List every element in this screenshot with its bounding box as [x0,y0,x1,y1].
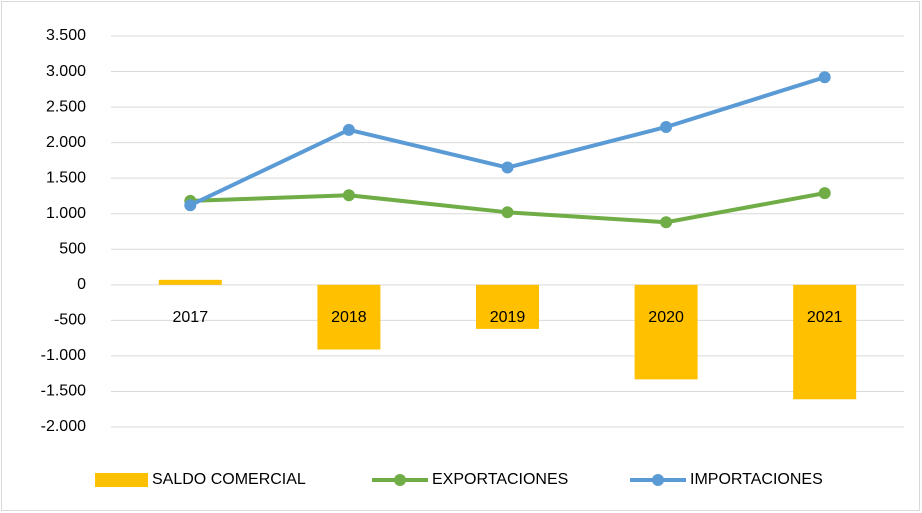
y-tick-label: -1.500 [41,383,86,400]
legend-marker [652,474,664,486]
x-tick-label: 2017 [173,309,209,326]
y-tick-label: 500 [59,240,86,257]
y-tick-label: 3.500 [46,27,86,44]
legend-marker [394,474,406,486]
line-marker [501,161,514,174]
bar [793,284,857,400]
line-marker [660,120,673,133]
y-tick-label: 1.500 [46,169,86,186]
line-marker [342,189,355,202]
line-marker [342,123,355,136]
x-tick-label: 2020 [648,309,684,326]
line-marker [818,71,831,84]
x-tick-label: 2018 [331,309,367,326]
y-tick-label: 2.500 [46,98,86,115]
y-tick-label: -500 [54,312,86,329]
line-marker [818,187,831,200]
y-tick-label: -1.000 [41,347,86,364]
bar [634,284,698,380]
legend-label: IMPORTACIONES [690,471,823,488]
bar [476,284,539,329]
y-tick-label: 3.000 [46,63,86,80]
y-tick-label: 0 [77,276,86,293]
legend-swatch [95,473,148,487]
x-tick-label: 2019 [490,309,526,326]
x-tick-label: 2021 [807,309,843,326]
line-marker [660,216,673,229]
y-tick-label: 1.000 [46,205,86,222]
bar [317,284,381,350]
line-marker [501,206,514,219]
bar [158,279,222,285]
legend-label: SALDO COMERCIAL [152,471,306,488]
line-marker [184,199,197,212]
y-tick-label: 2.000 [46,134,86,151]
y-tick-label: -2.000 [41,418,86,435]
legend-label: EXPORTACIONES [432,471,568,488]
